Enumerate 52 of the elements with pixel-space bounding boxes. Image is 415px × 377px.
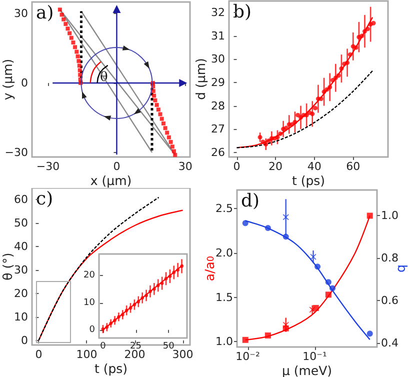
y-tick-label: 20	[84, 270, 96, 281]
y-tick-label: 1.5	[216, 290, 233, 304]
x-tick-label: −30	[36, 160, 60, 173]
y-tick-label: 50	[14, 216, 28, 230]
y-tick-label: 28	[211, 99, 225, 112]
y-tick-label: 40	[14, 240, 28, 254]
y-tick-label: 32	[211, 6, 225, 20]
x-axis-title: x (μm)	[90, 173, 132, 188]
y2-tick-label: 0.8	[381, 251, 398, 264]
y-axis-title: d (μm)	[193, 58, 208, 100]
x-tick-label: 20	[268, 160, 283, 173]
y2-tick-label: 1.0	[381, 208, 398, 222]
y-tick-label: 10	[14, 310, 28, 324]
y-tick-label: 2.0	[216, 246, 233, 260]
x-tick-label: 30	[178, 160, 192, 173]
y-tick-label: 26	[211, 146, 225, 159]
x-axis-title: t (ps)	[292, 173, 326, 188]
x-tick-label: 0	[100, 342, 106, 352]
x-tick-label: 60	[346, 160, 360, 173]
y-axis-title: y (μm)	[0, 58, 15, 100]
y-tick-label: 30	[211, 52, 225, 66]
y-tick-label: 1.0	[216, 335, 233, 348]
y-tick-label: −30	[4, 146, 28, 159]
y-tick-label: 20	[14, 286, 28, 300]
y2-axis-title: b	[395, 264, 410, 273]
y-tick-label: 30	[14, 7, 28, 20]
y-tick-label: 10	[84, 298, 96, 308]
y-tick-label: 2.5	[216, 202, 233, 216]
x-tick-label: 0	[113, 160, 120, 173]
x-tick-label: 50	[162, 342, 175, 352]
x-tick-label: 100	[76, 348, 98, 361]
y2-tick-label: 0.4	[381, 336, 398, 350]
y-axis-title: a/a0	[202, 256, 217, 282]
y-axis-title: θ (°)	[0, 252, 15, 280]
x-tick-label: 10⁻²	[236, 350, 260, 363]
y-tick-label: 29	[211, 76, 225, 89]
y-tick-label: 0	[21, 76, 28, 90]
y2-tick-label: 0.6	[381, 294, 398, 307]
x-tick-label: 40	[307, 160, 322, 173]
x-tick-label: 300	[172, 348, 194, 361]
chart-title: a)	[36, 2, 54, 24]
y-tick-label: 27	[211, 122, 225, 136]
chart-title: d)	[241, 190, 260, 212]
x-tick-label: 10⁻¹	[302, 350, 327, 363]
chart-title: c)	[36, 188, 54, 210]
y-tick-label: 31	[211, 29, 225, 42]
y-tick-label: 0	[89, 324, 96, 335]
y-tick-label: 30	[14, 264, 28, 277]
x-axis-title: t (ps)	[94, 361, 128, 376]
x-tick-label: 0	[35, 348, 42, 361]
y-tick-label: 60	[14, 193, 28, 206]
chart-title: b)	[233, 2, 252, 22]
